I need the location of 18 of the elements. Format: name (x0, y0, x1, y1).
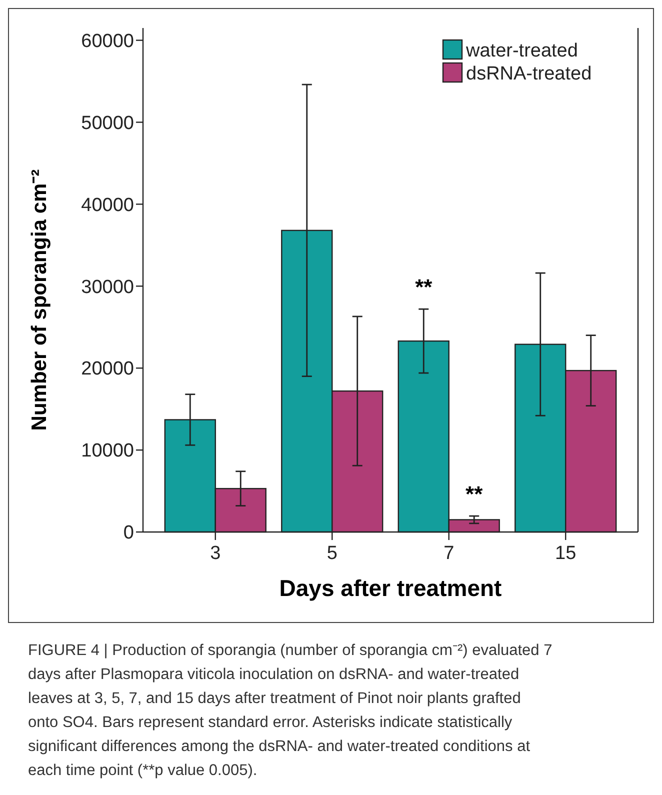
x-axis-title: Days after treatment (279, 575, 502, 601)
legend-label: dsRNA-treated (466, 64, 592, 85)
x-tick-label: 15 (555, 543, 576, 564)
annotation: ** (466, 481, 484, 506)
y-tick-label: 30000 (81, 276, 134, 298)
y-axis-title: Number of sporangia cm⁻² (28, 169, 51, 431)
annotation: ** (415, 274, 433, 300)
legend-label: water-treated (465, 40, 578, 62)
caption: FIGURE 4 | Production of sporangia (number of sporangia cm⁻²) evaluated 7 days after Plasmopara viticola inoculation on dsRNA- and water-treated leaves at 3, 5, 7, and 15 days after treatment of Pinot noir plants grafted onto SO4. Bars represent standard error. Asterisks indicate statistically significant differences among the dsRNA- and water-treated conditions at each time point (**p value 0.005). (28, 642, 552, 779)
x-tick-label: 7 (444, 543, 454, 564)
x-tick-label: 5 (326, 543, 338, 564)
x-tick-label: 3 (210, 543, 221, 564)
y-tick-label: 20000 (81, 358, 134, 380)
y-tick-label: 40000 (81, 194, 134, 216)
y-tick-label: 10000 (81, 440, 134, 462)
y-tick-label: 60000 (81, 30, 134, 52)
y-tick-label: 0 (123, 522, 134, 544)
y-tick-label: 50000 (81, 112, 134, 134)
